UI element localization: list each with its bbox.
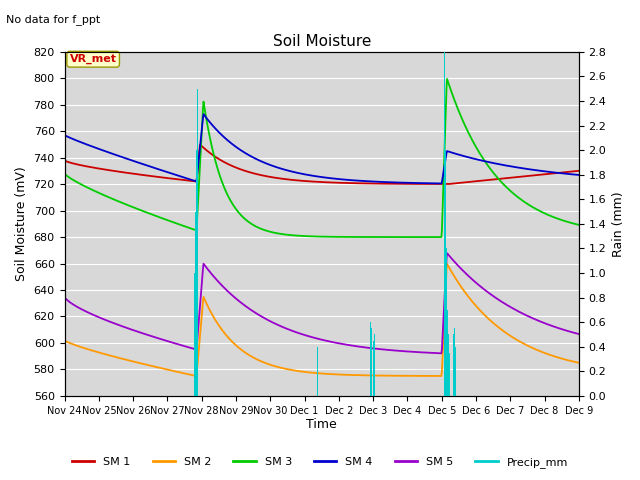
Bar — [454, 328, 455, 396]
Bar — [448, 335, 449, 396]
Bar — [455, 347, 456, 396]
Legend: SM 1, SM 2, SM 3, SM 4, SM 5, Precip_mm: SM 1, SM 2, SM 3, SM 4, SM 5, Precip_mm — [68, 452, 572, 472]
Bar — [371, 328, 372, 396]
Y-axis label: Soil Moisture (mV): Soil Moisture (mV) — [15, 167, 28, 281]
Bar — [200, 298, 202, 396]
Bar — [440, 347, 442, 396]
Bar — [443, 212, 444, 396]
Bar — [370, 322, 371, 396]
Title: Soil Moisture: Soil Moisture — [273, 34, 371, 49]
Bar — [445, 249, 447, 396]
Text: VR_met: VR_met — [70, 54, 116, 64]
Bar — [198, 175, 200, 396]
Bar — [444, 52, 445, 396]
X-axis label: Time: Time — [307, 419, 337, 432]
Text: No data for f_ppt: No data for f_ppt — [6, 14, 100, 25]
Bar — [196, 150, 197, 396]
Bar — [453, 335, 454, 396]
Bar — [449, 353, 450, 396]
Y-axis label: Rain (mm): Rain (mm) — [612, 191, 625, 257]
Bar — [195, 212, 196, 396]
Bar — [317, 347, 318, 396]
Bar — [372, 341, 374, 396]
Bar — [374, 335, 375, 396]
